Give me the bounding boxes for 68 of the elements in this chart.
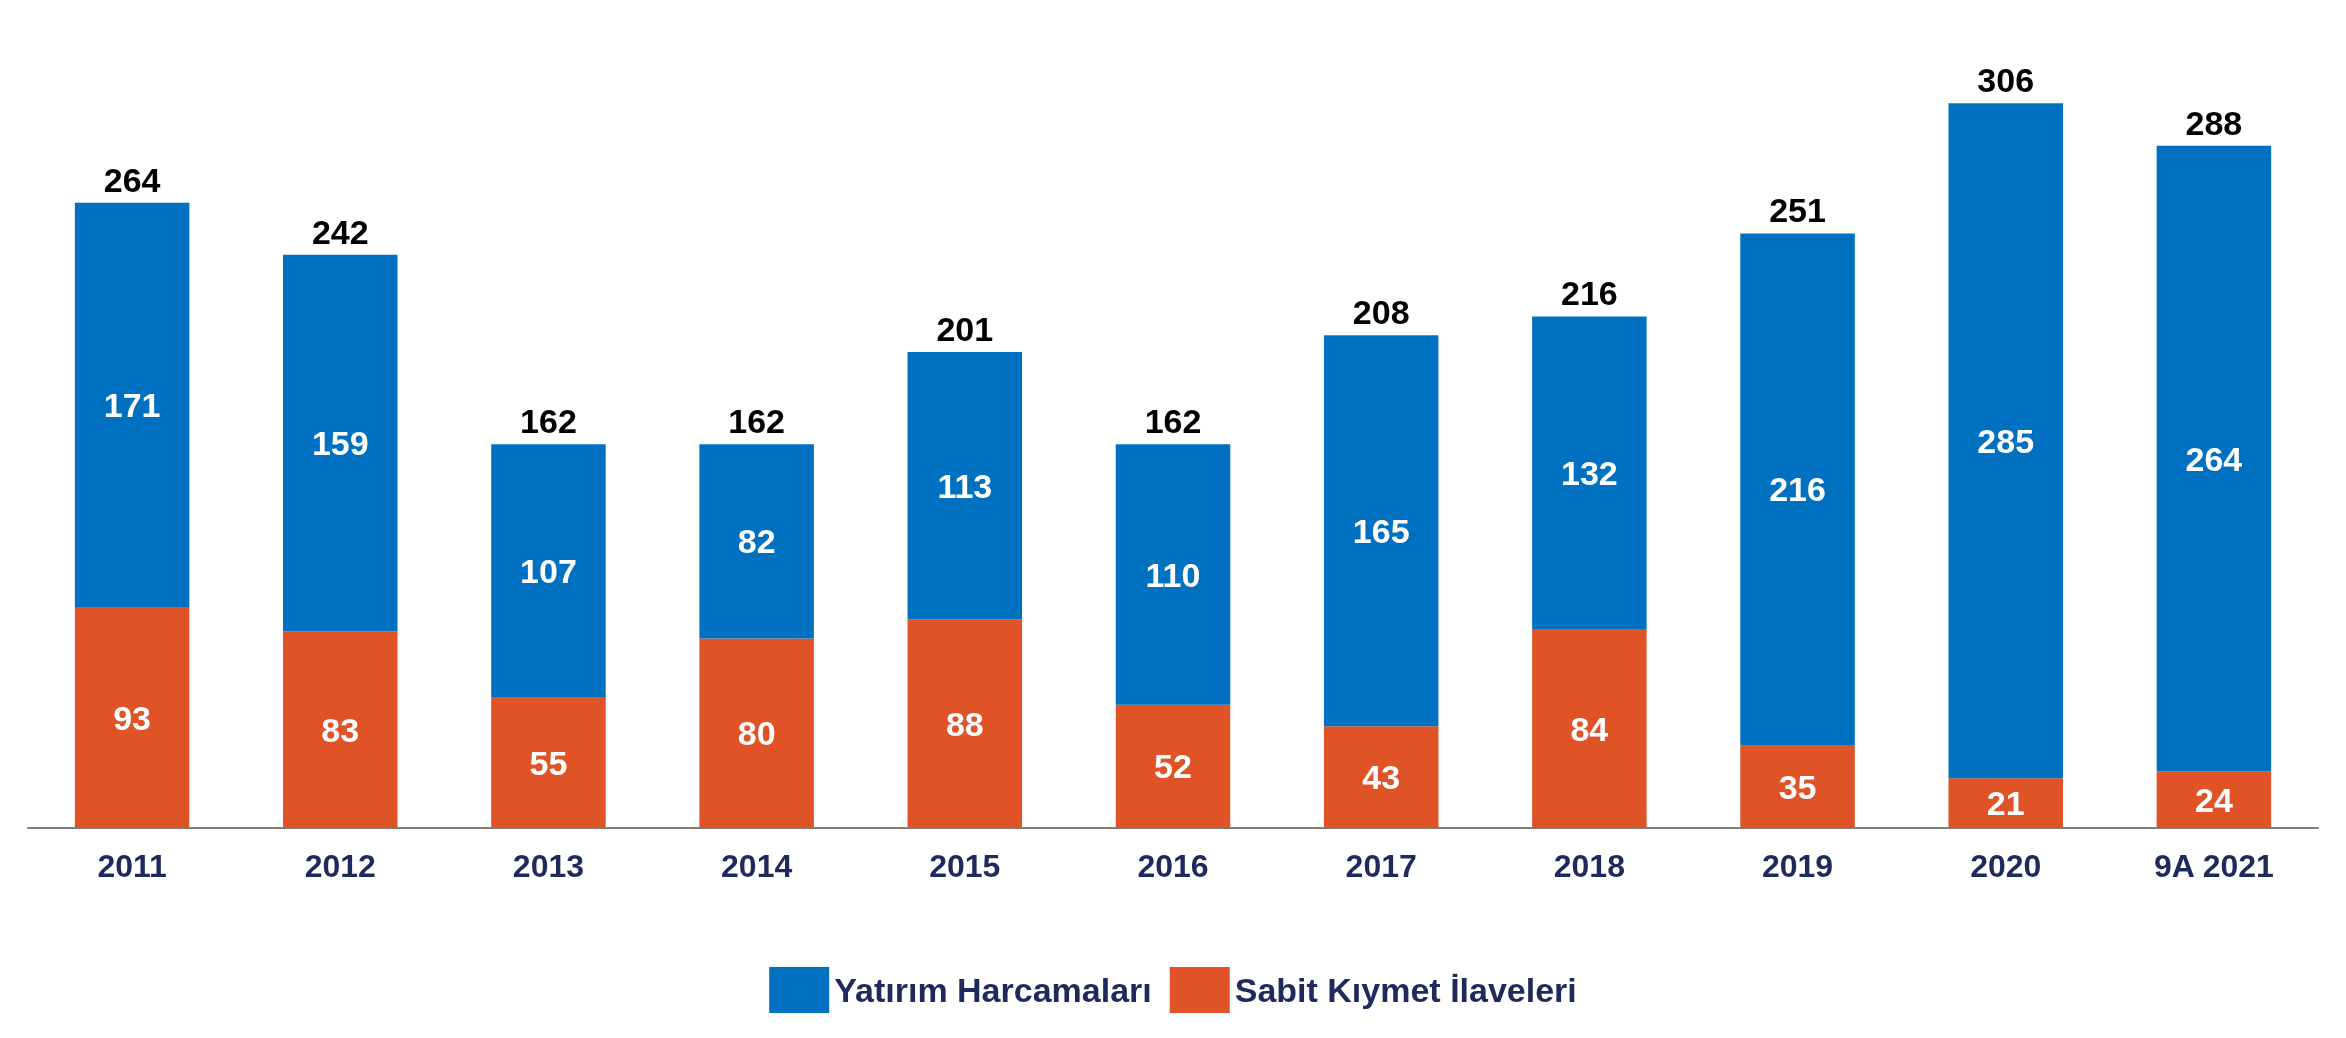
data-label: 80 <box>737 714 776 753</box>
data-label: 285 <box>1977 421 2035 460</box>
data-label: 110 <box>1145 555 1201 594</box>
data-label: 132 <box>1561 453 1618 492</box>
bar <box>283 254 398 632</box>
data-label: 55 <box>529 743 568 782</box>
bar <box>491 444 606 698</box>
legend-label: Sabit Kıymet İlaveleri <box>1234 971 1577 1009</box>
bar <box>1323 335 1439 727</box>
data-label: 24 <box>2195 780 2233 819</box>
total-label: 216 <box>1561 274 1618 313</box>
bar <box>2156 771 2272 828</box>
bar <box>1115 704 1231 828</box>
total-label: 264 <box>103 160 161 199</box>
total-label: 208 <box>1352 293 1410 332</box>
data-label: 82 <box>737 522 776 561</box>
x-tick-label: 2011 <box>97 848 167 884</box>
x-tick-label: 2012 <box>304 848 376 884</box>
x-tick-label: 2020 <box>1970 848 2042 884</box>
data-label: 171 <box>103 386 161 425</box>
bar <box>699 444 814 639</box>
data-label: 165 <box>1352 511 1410 550</box>
bar <box>74 607 190 828</box>
total-label: 162 <box>1144 402 1202 441</box>
bar <box>1323 726 1439 828</box>
bar <box>1948 103 2063 779</box>
total-label: 201 <box>936 309 994 348</box>
x-tick-label: 2017 <box>1345 848 1417 884</box>
data-label: 84 <box>1570 709 1609 748</box>
total-label: 242 <box>311 212 369 251</box>
bar <box>283 631 398 828</box>
x-tick-label: 2015 <box>929 848 1001 884</box>
data-label: 21 <box>1986 784 2025 823</box>
bar <box>1740 745 1855 828</box>
total-label: 162 <box>728 402 785 441</box>
bar <box>1532 629 1647 828</box>
total-label: 251 <box>1769 191 1826 230</box>
x-tick-label: 2018 <box>1553 848 1625 884</box>
total-label: 306 <box>1977 61 2035 100</box>
data-label: 52 <box>1154 747 1192 786</box>
data-label: 43 <box>1362 758 1401 797</box>
x-tick-label: 2013 <box>512 848 585 884</box>
x-tick-label: 2019 <box>1761 848 1834 884</box>
total-label: 288 <box>2185 103 2243 142</box>
data-label: 93 <box>113 698 151 737</box>
total-label: 162 <box>520 402 577 441</box>
bar <box>491 697 606 828</box>
bar <box>699 638 814 828</box>
data-label: 35 <box>1778 767 1817 806</box>
x-tick-label: 2016 <box>1137 848 1209 884</box>
data-label: 83 <box>321 710 360 749</box>
x-tick-label: 2014 <box>721 848 793 884</box>
data-label: 264 <box>2185 439 2243 478</box>
bar <box>2156 145 2272 772</box>
data-label: 159 <box>311 424 369 463</box>
legend-label: Yatırım Harcamaları <box>834 971 1152 1009</box>
data-label: 216 <box>1769 470 1826 509</box>
data-label: 113 <box>937 466 993 505</box>
data-label: 107 <box>520 552 577 591</box>
bar <box>1948 778 2063 828</box>
bar <box>1740 233 1855 746</box>
bar <box>907 351 1023 620</box>
bar <box>907 619 1023 828</box>
x-tick-label: 9A 2021 <box>2154 848 2274 884</box>
bar <box>1532 316 1647 630</box>
data-label: 88 <box>945 704 984 743</box>
bar <box>74 202 190 608</box>
bar <box>1115 444 1231 705</box>
